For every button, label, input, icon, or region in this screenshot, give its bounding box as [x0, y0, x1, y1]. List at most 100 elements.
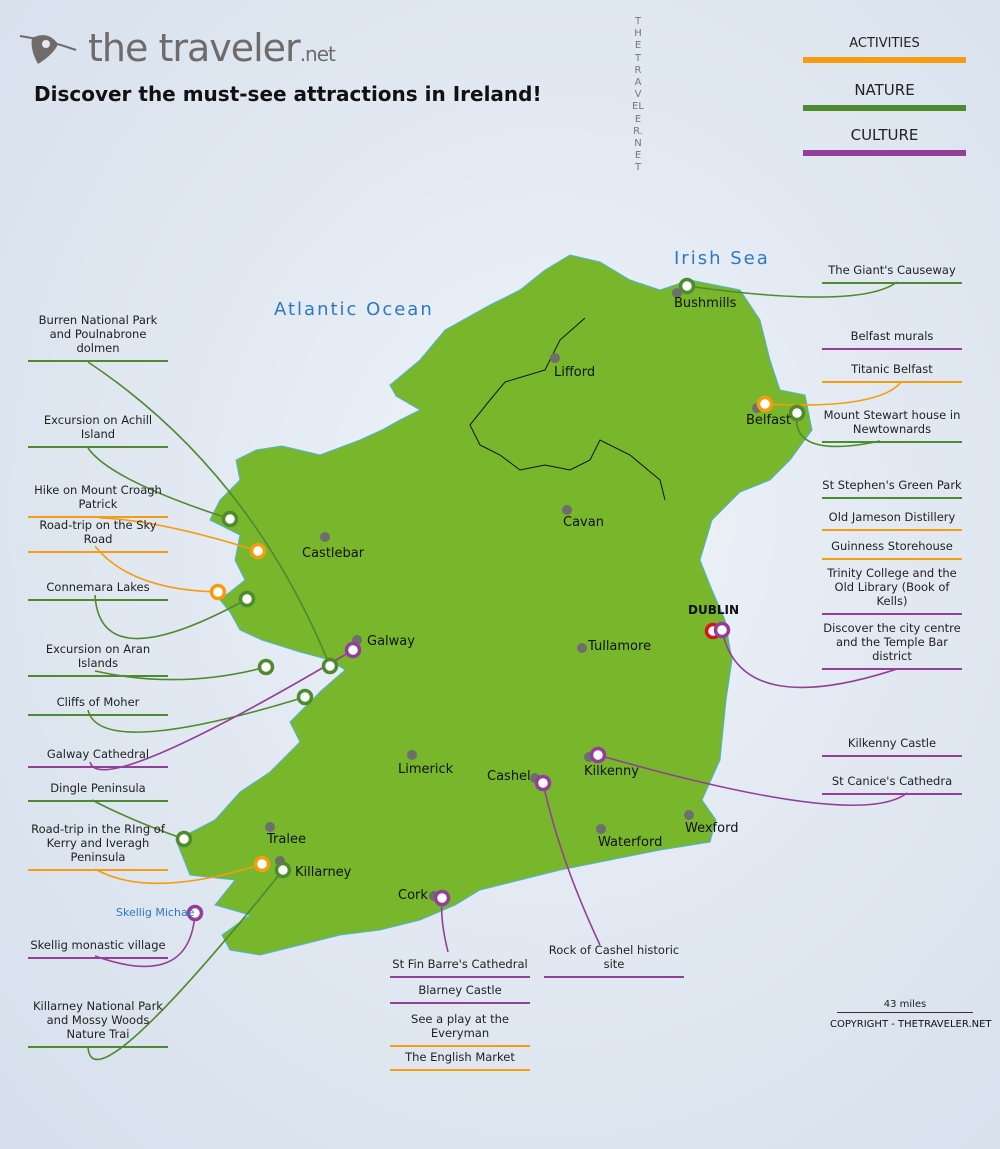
logo[interactable]: the traveler.net [18, 26, 336, 70]
label-jameson[interactable]: Old Jameson Distillery [822, 510, 962, 531]
town-galway: Galway [367, 634, 415, 649]
skellig-michael-label: Skellig Michae [116, 906, 195, 919]
label-moher[interactable]: Cliffs of Moher [28, 695, 168, 716]
label-connemara[interactable]: Connemara Lakes [28, 580, 168, 601]
marker-skellig[interactable] [186, 904, 204, 922]
label-skellig[interactable]: Skellig monastic village [28, 938, 168, 959]
label-blarney[interactable]: Blarney Castle [390, 983, 530, 1004]
map-pin-plane-icon [19, 35, 77, 64]
irish-sea-label: Irish Sea [674, 248, 770, 269]
marker-galway_cathedral[interactable] [344, 641, 362, 659]
label-st-stephens[interactable]: St Stephen's Green Park [822, 478, 962, 499]
marker-temple_bar[interactable] [713, 621, 731, 639]
label-kilkenny-castle[interactable]: Kilkenny Castle [822, 736, 962, 757]
leader-line-skyroad [94, 545, 219, 593]
label-giants-causeway[interactable]: The Giant's Causeway [822, 263, 962, 284]
label-temple-bar[interactable]: Discover the city centre and the Temple … [822, 621, 962, 670]
logo-text: the traveler [88, 26, 301, 70]
town-castlebar: Castlebar [302, 546, 365, 561]
ireland-landmass [175, 254, 813, 956]
label-titanic-belfast[interactable]: Titanic Belfast [822, 362, 962, 383]
label-english-market[interactable]: The English Market [390, 1050, 530, 1071]
leader-line-burren [87, 361, 331, 667]
leader-line-galway_cathedral [89, 649, 354, 771]
marker-dingle[interactable] [175, 830, 193, 848]
logo-suffix: .net [299, 42, 336, 66]
label-ring-of-kerry[interactable]: Road-trip in the RIng of Kerry and Ivera… [28, 822, 168, 871]
label-fin-barre[interactable]: St Fin Barre's Cathedral [390, 957, 530, 978]
marker-killarney_np[interactable] [274, 861, 292, 879]
label-mount-stewart[interactable]: Mount Stewart house in Newtownards [822, 408, 962, 443]
legend-nature: NATURE [803, 81, 966, 111]
leader-line-croagh [99, 517, 259, 552]
leader-line-ring_kerry [94, 863, 263, 885]
leader-line-mount_stewart [795, 412, 881, 448]
ni-border [469, 317, 666, 501]
label-croagh-patrick[interactable]: Hike on Mount Croagh Patrick [28, 483, 168, 518]
label-rock-of-cashel[interactable]: Rock of Cashel historic site [544, 943, 684, 978]
label-everyman[interactable]: See a play at the Everyman [390, 1012, 530, 1047]
leader-line-temple_bar [721, 629, 898, 689]
marker-st_canice[interactable] [589, 746, 607, 764]
town-tralee: Tralee [267, 832, 306, 847]
label-burren[interactable]: Burren National Park and Poulnabrone dol… [28, 313, 168, 362]
label-dingle[interactable]: Dingle Peninsula [28, 781, 168, 802]
label-belfast-murals[interactable]: Belfast murals [822, 329, 962, 350]
label-killarney-np[interactable]: Killarney National Park and Mossy Woods … [28, 999, 168, 1048]
marker-achill[interactable] [221, 510, 239, 528]
marker-moher[interactable] [296, 688, 314, 706]
town-bushmills: Bushmills [674, 296, 737, 311]
town-dot [672, 288, 682, 298]
leader-line-killarney_np [87, 869, 284, 1061]
marker-mount_stewart[interactable] [788, 404, 806, 422]
marker-cashel_rock[interactable] [534, 774, 552, 792]
town-kilkenny: Kilkenny [584, 764, 639, 779]
town-cavan: Cavan [563, 515, 604, 530]
leader-line-giants [686, 281, 898, 298]
town-dot [407, 750, 417, 760]
label-trinity[interactable]: Trinity College and the Old Library (Boo… [822, 566, 962, 615]
scale-bar: 43 miles [837, 999, 973, 1013]
marker-burren[interactable] [321, 657, 339, 675]
town-dot [596, 824, 606, 834]
town-tullamore: Tullamore [588, 639, 652, 654]
leader-line-st_canice [597, 754, 908, 806]
town-waterford: Waterford [598, 835, 663, 850]
leader-line-dingle [91, 799, 185, 840]
leader-line-aran [94, 666, 267, 681]
label-guinness[interactable]: Guinness Storehouse [822, 539, 962, 560]
label-aran[interactable]: Excursion on Aran Islands [28, 642, 168, 677]
town-dot [577, 643, 587, 653]
label-galway-cathedral[interactable]: Galway Cathedral [28, 747, 168, 768]
town-dot [265, 822, 275, 832]
legend-culture: CULTURE [803, 126, 966, 156]
copyright: COPYRIGHT - THETRAVELER.NET [830, 1019, 992, 1030]
town-killarney: Killarney [295, 865, 352, 880]
marker-aran[interactable] [257, 658, 275, 676]
leader-line-moher [87, 696, 306, 733]
town-dot [684, 810, 694, 820]
marker-fin_barre[interactable] [433, 889, 451, 907]
leader-line-cashel_rock [542, 782, 601, 946]
atlantic-ocean-label: Atlantic Ocean [274, 299, 434, 320]
town-wexford: Wexford [685, 821, 739, 836]
town-dot [562, 505, 572, 515]
label-st-canice[interactable]: St Canice's Cathedra [822, 774, 962, 795]
town-dot [320, 532, 330, 542]
label-achill[interactable]: Excursion on Achill Island [28, 413, 168, 448]
leader-line-titanic [764, 380, 903, 406]
town-dublin: DUBLIN [688, 603, 740, 617]
town-limerick: Limerick [398, 762, 454, 777]
town-cashel: Cashel [487, 769, 531, 784]
marker-skyroad[interactable] [209, 583, 227, 601]
marker-connemara[interactable] [238, 590, 256, 608]
leader-line-connemara [94, 594, 248, 640]
marker-giants[interactable] [678, 277, 696, 295]
marker-titanic[interactable] [756, 395, 774, 413]
marker-croagh[interactable] [249, 542, 267, 560]
label-sky-road[interactable]: Road-trip on the Sky Road [28, 518, 168, 553]
marker-ring_kerry[interactable] [253, 855, 271, 873]
town-lifford: Lifford [554, 365, 596, 380]
leader-line-achill [87, 447, 231, 520]
